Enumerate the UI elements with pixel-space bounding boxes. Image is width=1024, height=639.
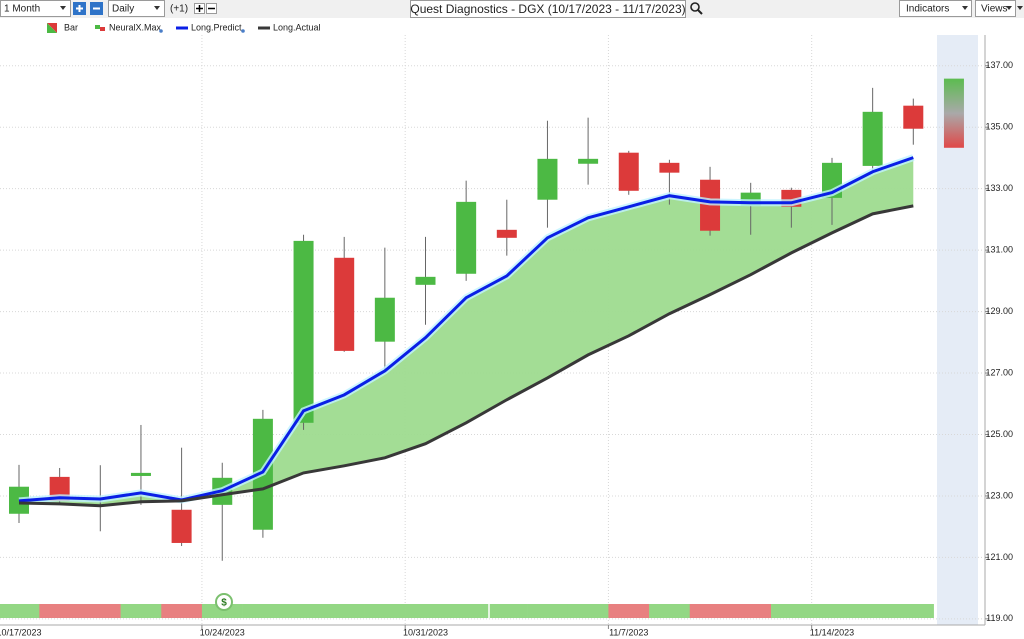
- signal-strip: [0, 604, 40, 618]
- signal-strip: [405, 604, 447, 618]
- dropdown-arrow: [154, 6, 160, 10]
- forecast-bar: [943, 78, 964, 148]
- y-tick-label: 121.00: [985, 552, 1013, 562]
- candle-body: [415, 276, 436, 285]
- views-button[interactable]: [975, 0, 1016, 17]
- signal-strip: [852, 604, 894, 618]
- area-between: [19, 157, 914, 506]
- y-tick-label: 123.00: [985, 490, 1013, 500]
- signal-strip: [323, 604, 365, 618]
- period-label: 1 Month: [4, 4, 40, 15]
- y-tick-label: 135.00: [985, 122, 1013, 132]
- legend-icon: [95, 25, 100, 29]
- interval-label: Daily: [112, 4, 134, 15]
- dropdown-arrow: [962, 6, 968, 10]
- legend-dot: [241, 29, 245, 33]
- signal-strip: [892, 604, 934, 618]
- candle-body: [456, 201, 477, 274]
- search-icon[interactable]: [690, 2, 700, 12]
- plus-icon: [76, 5, 83, 12]
- views-label: Views: [981, 4, 1008, 15]
- dropdown-arrow: [1006, 6, 1012, 10]
- candle-body: [578, 158, 599, 164]
- y-tick-label: 125.00: [985, 429, 1013, 439]
- plus-icon: [196, 5, 203, 12]
- signal-strip: [201, 604, 243, 618]
- chart-title: Quest Diagnostics - DGX (10/17/2023 - 11…: [410, 2, 685, 16]
- signal-strip: [79, 604, 121, 618]
- candle-body: [130, 472, 151, 476]
- signal-strip: [689, 604, 731, 618]
- candle-body: [903, 105, 924, 129]
- candle-body: [618, 152, 639, 191]
- signal-strip: [242, 604, 284, 618]
- candle-body: [374, 297, 395, 342]
- menu-arrow[interactable]: [1017, 6, 1023, 10]
- offset-label: (+1): [170, 4, 188, 15]
- y-tick-label: 119.00: [986, 613, 1013, 623]
- candle-body: [659, 162, 680, 173]
- candle-body: [496, 229, 517, 238]
- y-tick-label: 131.00: [985, 244, 1013, 254]
- signal-strip: [161, 604, 203, 618]
- line: [18, 156, 914, 503]
- y-tick-label: 127.00: [985, 367, 1013, 377]
- signal-strip: [527, 604, 569, 618]
- signal-strip: [486, 604, 528, 618]
- dividend-symbol: $: [221, 598, 227, 609]
- x-tick-label: 11/14/2023: [810, 627, 854, 637]
- signal-strip: [120, 604, 162, 618]
- y-tick-label: 133.00: [985, 183, 1013, 193]
- candle-body: [293, 240, 314, 423]
- signal-strip: [567, 604, 609, 618]
- interval-select[interactable]: [108, 0, 165, 17]
- legend-label: Long.Actual: [273, 22, 321, 32]
- signal-strip: [730, 604, 772, 618]
- dropdown-arrow: [60, 6, 66, 10]
- candle-body: [334, 257, 355, 351]
- legend-icon-bar: [47, 23, 57, 33]
- signal-strip: [811, 604, 853, 618]
- candle-body: [862, 111, 883, 166]
- legend-label: Bar: [64, 22, 78, 32]
- x-tick-label: 11/7/2023: [609, 627, 648, 637]
- signal-strip: [39, 604, 81, 618]
- signal-strip: [649, 604, 691, 618]
- legend-dot: [159, 29, 163, 33]
- signal-strip: [283, 604, 325, 618]
- y-tick-label: 129.00: [985, 306, 1013, 316]
- legend-label: NeuralX.Max: [109, 22, 162, 32]
- search-icon-handle: [697, 9, 703, 15]
- signal-strip: [364, 604, 406, 618]
- indicators-label: Indicators: [906, 4, 949, 15]
- indicators-button[interactable]: [899, 0, 972, 17]
- x-tick-label: 10/31/2023: [403, 627, 448, 637]
- signal-strip: [445, 604, 487, 618]
- dividend-icon: [215, 593, 233, 611]
- line: [18, 204, 914, 508]
- signal-strip: [771, 604, 812, 618]
- legend-label: Long.Predict: [191, 22, 242, 32]
- title-box: [410, 0, 686, 18]
- x-tick-label: 10/17/2023: [0, 627, 42, 637]
- candle-body: [171, 509, 192, 543]
- y-tick-label: 137.00: [985, 60, 1013, 70]
- x-tick-label: 10/24/2023: [200, 627, 245, 637]
- legend-icon: [100, 27, 105, 31]
- signal-strip: [608, 604, 650, 618]
- period-select[interactable]: [0, 0, 71, 17]
- candle-body: [537, 158, 558, 200]
